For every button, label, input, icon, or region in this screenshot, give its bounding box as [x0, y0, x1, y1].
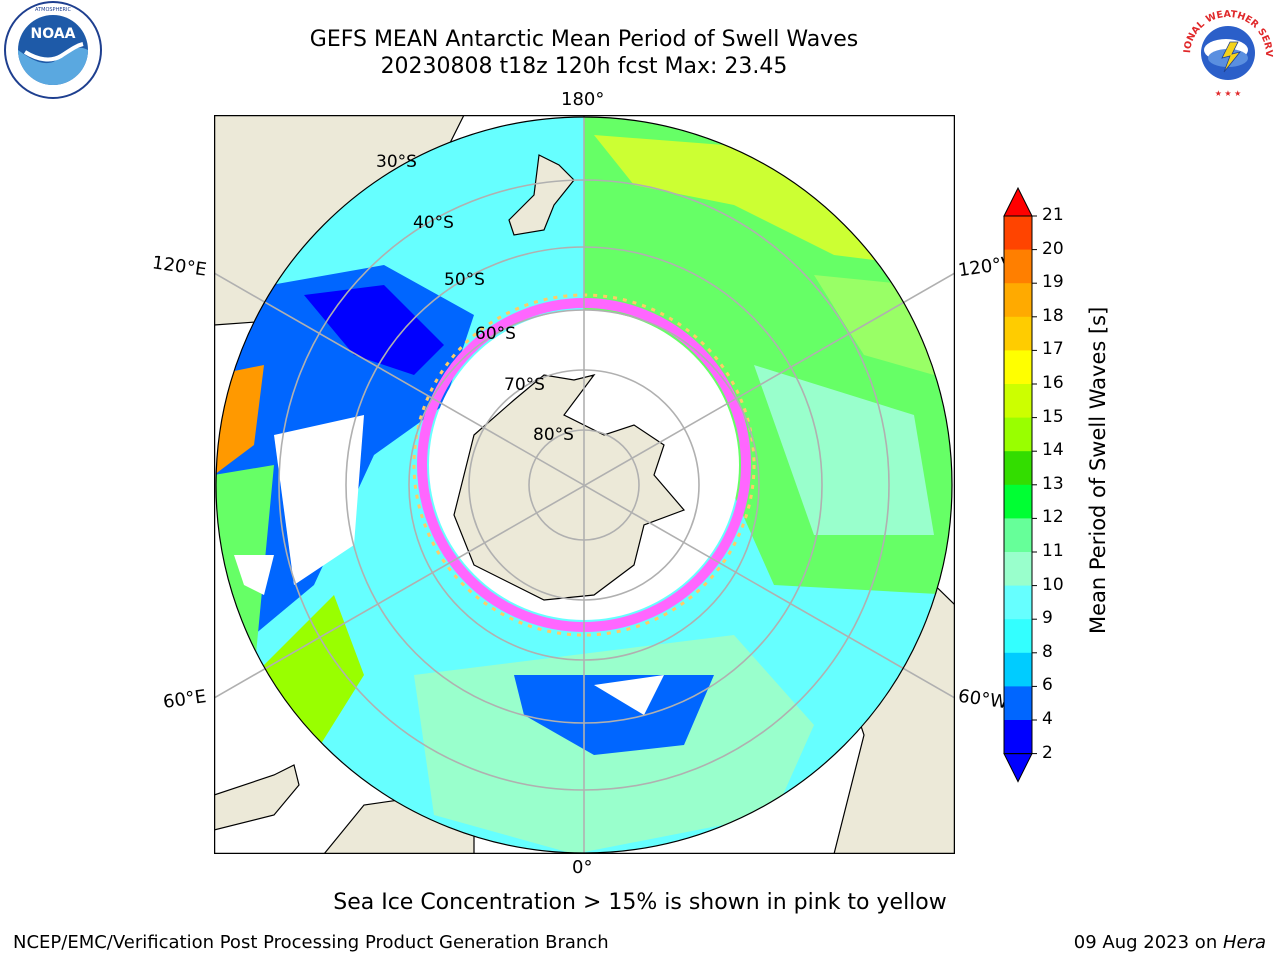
- colorbar-tick-label: 18: [1042, 305, 1064, 326]
- svg-text:★ ★ ★: ★ ★ ★: [1215, 89, 1242, 98]
- colorbar-tick-label: 2: [1042, 742, 1053, 763]
- colorbar-extend-max: [1003, 186, 1033, 217]
- colorbar-title: Mean Period of Swell Waves [s]: [1086, 306, 1110, 634]
- polar-map: [214, 115, 955, 854]
- colorbar-tick-label: 17: [1042, 339, 1064, 360]
- chart-title: GEFS MEAN Antarctic Mean Period of Swell…: [309, 27, 859, 52]
- colorbar-bin: [1004, 518, 1032, 553]
- lon-label-120e: 120°E: [150, 252, 208, 281]
- colorbar-tick-label: 11: [1042, 541, 1064, 561]
- colorbar-tick-label: 8: [1042, 641, 1053, 662]
- colorbar-bin: [1004, 552, 1032, 587]
- colorbar-bin: [1004, 316, 1032, 351]
- colorbar-bin: [1004, 585, 1032, 620]
- colorbar-tick-label: 6: [1042, 675, 1053, 696]
- colorbar-bin: [1004, 417, 1032, 452]
- run-date-text: 09 Aug 2023 on: [1073, 932, 1223, 953]
- colorbar-bin: [1004, 384, 1032, 419]
- colorbar-tick-label: 20: [1042, 238, 1064, 259]
- colorbar: [1003, 186, 1037, 783]
- colorbar-bin: [1004, 720, 1032, 755]
- colorbar-tick-label: 15: [1042, 406, 1064, 427]
- lon-label-0: 0°: [572, 857, 593, 878]
- colorbar-tick-label: 19: [1042, 272, 1064, 293]
- colorbar-bin: [1004, 283, 1032, 318]
- map-frame: [214, 115, 955, 854]
- colorbar-tick-label: 12: [1042, 507, 1064, 528]
- lat-label-80s: 80°S: [533, 425, 574, 445]
- colorbar-tick-label: 4: [1042, 709, 1053, 729]
- chart-subtitle: 20230808 t18z 120h fcst Max: 23.45: [380, 54, 788, 79]
- lat-label-40s: 40°S: [413, 213, 454, 233]
- colorbar-tick-label: 10: [1042, 574, 1064, 595]
- colorbar-tick-label: 9: [1042, 608, 1053, 629]
- lat-label-60s: 60°S: [475, 324, 516, 344]
- svg-text:NOAA: NOAA: [31, 26, 76, 42]
- colorbar-bin: [1004, 484, 1032, 519]
- colorbar-bin: [1004, 350, 1032, 385]
- run-date: 09 Aug 2023 on Hera: [1074, 932, 1266, 953]
- sea-ice-note: Sea Ice Concentration > 15% is shown in …: [333, 890, 947, 915]
- colorbar-tick-label: 21: [1042, 205, 1064, 225]
- colorbar-tick-label: 16: [1042, 373, 1064, 393]
- colorbar-bin: [1004, 216, 1032, 251]
- colorbar-bin: [1004, 249, 1032, 284]
- antarctica-land: [453, 374, 686, 601]
- lat-label-70s: 70°S: [504, 375, 545, 395]
- colorbar-bin: [1004, 686, 1032, 721]
- colorbar-bin: [1004, 619, 1032, 654]
- colorbar-tick-label: 14: [1042, 440, 1064, 461]
- colorbar-tick-label: 13: [1042, 473, 1064, 494]
- lat-label-30s: 30°S: [376, 152, 417, 172]
- lon-label-60e: 60°E: [161, 686, 208, 713]
- colorbar-extend-min: [1003, 753, 1033, 783]
- colorbar-bin: [1004, 451, 1032, 486]
- lon-label-180: 180°: [561, 89, 605, 110]
- nws-logo: NATIONAL WEATHER SERVICE ★ ★ ★: [1178, 0, 1275, 98]
- run-host: Hera: [1222, 932, 1266, 953]
- producer-credit: NCEP/EMC/Verification Post Processing Pr…: [13, 932, 609, 953]
- graticule: [214, 115, 955, 854]
- noaa-logo: NOAA ATMOSPHERIC: [4, 1, 102, 99]
- madagascar-land: [214, 764, 300, 831]
- lat-label-50s: 50°S: [444, 270, 485, 290]
- noaa-ring-text: ATMOSPHERIC: [35, 7, 71, 13]
- colorbar-bin: [1004, 652, 1032, 687]
- new-zealand-land: [508, 154, 575, 236]
